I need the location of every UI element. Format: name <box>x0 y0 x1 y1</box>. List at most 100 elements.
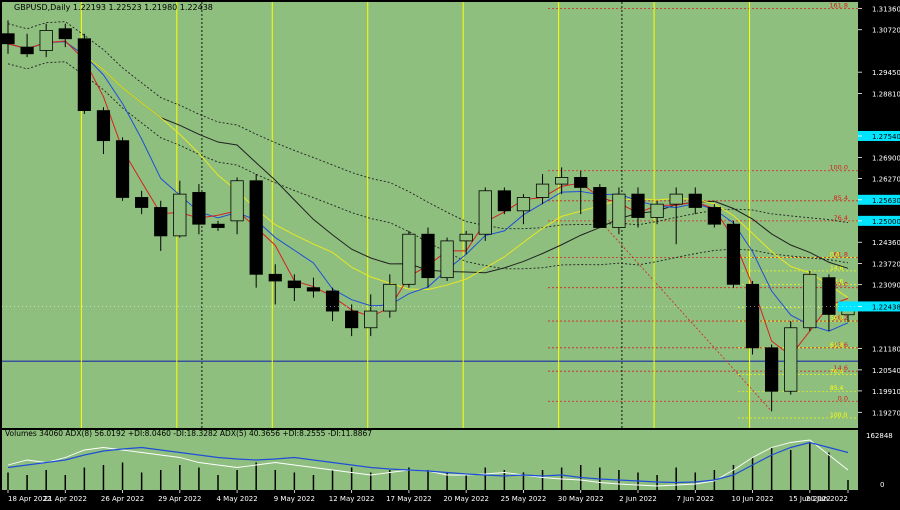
price-axis-label: 1.25630 <box>872 197 900 205</box>
candle <box>135 190 149 215</box>
subpanel-axis-min: 0 <box>880 481 884 489</box>
bear-candle-body <box>249 180 263 275</box>
fib-level-label-secondary: 85.4 <box>830 385 844 392</box>
price-tag-highlight <box>858 130 900 141</box>
price-axis-label: 1.26900 <box>872 154 900 162</box>
price-axis-label: 1.23090 <box>872 282 900 290</box>
candle <box>516 194 531 225</box>
bull-candle-body <box>230 180 244 222</box>
bull-candle-body <box>555 177 569 185</box>
ma-yellow-line <box>7 41 849 298</box>
candle <box>96 107 111 155</box>
price-axis-label: 1.24360 <box>872 239 900 247</box>
fib-level-label-secondary: 100.0 <box>830 412 847 419</box>
date-axis-label: 12 May 2022 <box>329 495 375 503</box>
candle <box>574 170 588 215</box>
bull-candle-body <box>803 273 817 329</box>
fib-trend-line <box>599 220 772 412</box>
fib-level-label: 0.0 <box>838 394 848 402</box>
bear-candle-body <box>192 192 206 225</box>
price-axis-label: 1.19910 <box>872 388 900 396</box>
candle <box>440 237 454 281</box>
candle <box>688 187 702 215</box>
fib-level-label-secondary: 23.6 <box>830 278 844 285</box>
bull-candle-body <box>669 193 683 205</box>
fib-level-label: 76.4 <box>834 214 848 222</box>
candle <box>459 230 473 255</box>
candle <box>726 220 741 288</box>
fib-level-label-secondary: 76.4 <box>830 369 844 376</box>
bull-candle-body <box>612 193 626 228</box>
bull-candle-body <box>39 29 53 51</box>
fib-level-label: 50.0 <box>834 281 848 289</box>
candle <box>745 280 760 355</box>
bear-candle-body <box>115 140 130 198</box>
bear-candle-body <box>211 223 225 228</box>
date-axis-label: 4 May 2022 <box>216 495 257 503</box>
main-panel-background <box>2 2 858 428</box>
candle <box>421 227 435 288</box>
candle <box>555 167 569 195</box>
candle <box>822 274 836 332</box>
price-axis-label: 1.29450 <box>872 69 900 77</box>
price-axis-label: 1.25000 <box>872 218 900 226</box>
fib-level-label: 38.2 <box>834 314 848 322</box>
candle <box>77 33 91 114</box>
price-axis-label: 1.23720 <box>872 261 900 269</box>
bear-candle-body <box>96 110 111 142</box>
fib-level-label-secondary: 0.0 <box>830 252 840 259</box>
fib-level-label: 14.6 <box>834 364 848 372</box>
price-tag-highlight <box>858 194 900 205</box>
fib-level-label: 161.8 <box>829 1 848 9</box>
date-axis-label: 17 May 2022 <box>386 495 432 503</box>
candle <box>669 187 683 245</box>
candle <box>345 304 359 337</box>
price-axis-label: 1.26270 <box>872 175 900 183</box>
price-axis-label: 1.21180 <box>872 345 900 353</box>
date-axis-label: 20 Jun 2022 <box>806 495 848 503</box>
fib-level-label-secondary: 38.2 <box>830 302 844 309</box>
bull-candle-body <box>364 310 378 329</box>
bull-candle-body <box>173 193 187 237</box>
bear-candle-body <box>154 207 168 237</box>
candle <box>784 321 798 395</box>
fib-level-label: 100.0 <box>829 164 848 172</box>
candle <box>497 187 511 215</box>
candle <box>39 23 53 58</box>
candle <box>765 344 779 412</box>
price-axis-label: 1.28810 <box>872 91 900 99</box>
bear-candle-body <box>77 38 91 111</box>
bear-candle-body <box>20 46 34 55</box>
price-tag-highlight <box>858 301 900 312</box>
date-axis-label: 20 May 2022 <box>443 495 489 503</box>
candle <box>803 270 817 332</box>
bear-candle-body <box>726 223 741 285</box>
bear-candle-body <box>574 177 588 188</box>
candle <box>115 137 130 201</box>
subpanel-caption: Volumes 34060 ADX(8) 56.0192 +DI:8.0460 … <box>5 429 372 438</box>
candle <box>402 230 416 288</box>
candle <box>383 274 397 318</box>
bull-candle-body <box>784 327 798 392</box>
candle <box>173 180 187 238</box>
fib-level-label-secondary: 50.0 <box>830 315 844 322</box>
bear-candle-body <box>688 193 702 208</box>
bull-candle-body <box>478 190 492 235</box>
candle <box>612 187 626 235</box>
candle <box>535 174 550 205</box>
price-axis-label: 1.30720 <box>872 27 900 35</box>
candle <box>192 184 206 235</box>
bear-candle-body <box>593 187 607 228</box>
candle <box>249 174 263 288</box>
price-tag-highlight <box>858 215 900 226</box>
price-axis-label: 1.20540 <box>872 367 900 375</box>
symbol-header: GBPUSD,Daily 1.22193 1.22523 1.21980 1.2… <box>14 3 213 12</box>
date-axis-label: 18 Apr 2022 <box>8 495 51 503</box>
fib-level-label-secondary: 61.8 <box>830 342 844 349</box>
bull-candle-body <box>535 183 550 198</box>
date-axis-label: 2 Jun 2022 <box>619 495 657 503</box>
candle <box>593 184 607 228</box>
candle <box>268 264 282 305</box>
